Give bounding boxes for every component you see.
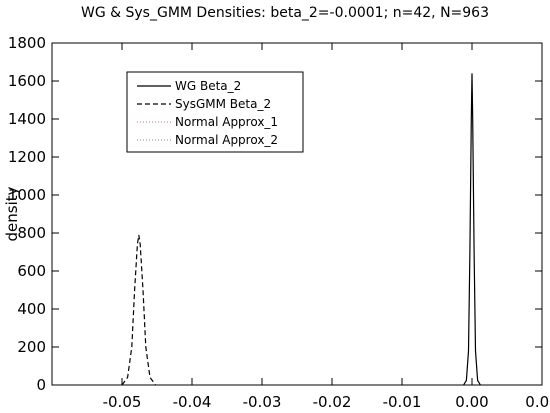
x-tick-label: 0.01: [525, 393, 550, 411]
x-tick-label: -0.04: [173, 393, 212, 411]
x-tick-label: -0.02: [313, 393, 352, 411]
chart-title: WG & Sys_GMM Densities: beta_2=-0.0001; …: [81, 5, 489, 21]
legend-label: Normal Approx_1: [175, 115, 278, 129]
y-axis-label: density: [3, 186, 21, 241]
y-tick-label: 600: [17, 262, 46, 280]
y-tick-label: 1200: [8, 148, 46, 166]
y-tick-label: 1800: [8, 34, 46, 52]
series-line-1: [121, 234, 157, 386]
x-tick-label: -0.01: [383, 393, 422, 411]
y-tick-label: 800: [17, 224, 46, 242]
axes-ticks: 0 200 400 600 800 1000 1200 1400 1600 1800 -0.05 -0…: [8, 34, 550, 411]
legend-label: SysGMM Beta_2: [175, 97, 271, 111]
y-tick-label: 200: [17, 338, 46, 356]
x-tick-label: -0.05: [103, 393, 142, 411]
y-tick-label: 0: [36, 376, 46, 394]
series-line-0: [463, 73, 481, 386]
y-tick-label: 1600: [8, 72, 46, 90]
y-tick-label: 1000: [8, 186, 46, 204]
legend: WG Beta_2 SysGMM Beta_2 Normal Approx_1 Nor…: [126, 71, 304, 153]
legend-label: WG Beta_2: [175, 79, 241, 93]
x-tick-label: 0.00: [455, 393, 488, 411]
y-tick-label: 1400: [8, 110, 46, 128]
y-tick-label: 400: [17, 300, 46, 318]
series-lines: [121, 73, 481, 386]
plot-frame: [51, 42, 543, 386]
legend-box: [126, 71, 304, 153]
x-tick-label: -0.03: [243, 393, 282, 411]
legend-label: Normal Approx_2: [175, 133, 278, 147]
